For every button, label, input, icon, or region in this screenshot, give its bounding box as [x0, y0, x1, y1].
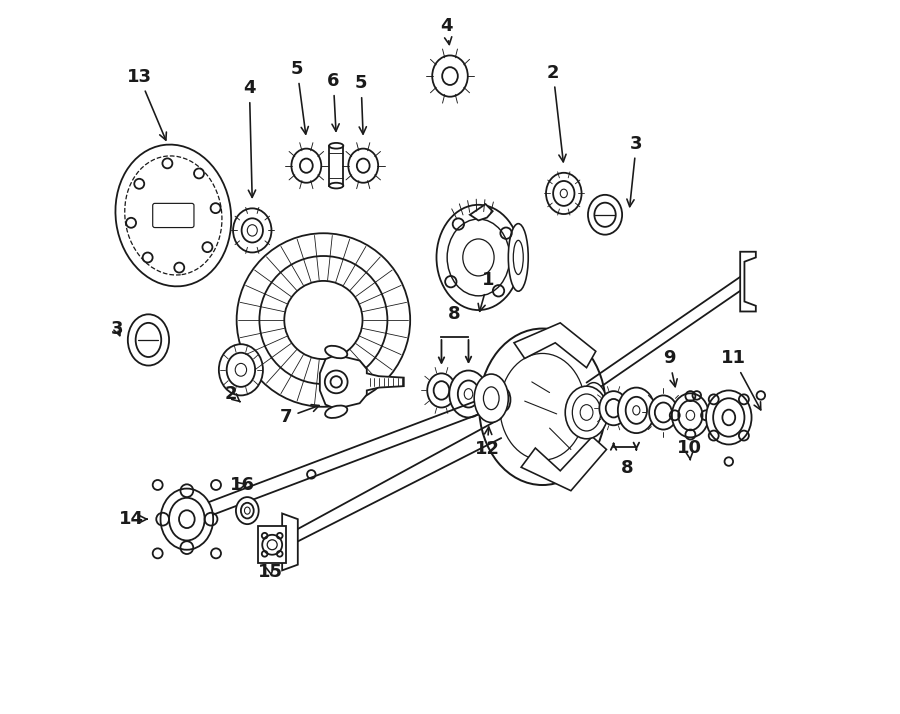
Polygon shape: [740, 252, 756, 311]
Ellipse shape: [508, 223, 528, 291]
Text: 3: 3: [627, 135, 643, 206]
Ellipse shape: [580, 383, 608, 431]
Text: 13: 13: [127, 68, 166, 140]
Text: 14: 14: [119, 511, 147, 528]
Ellipse shape: [599, 391, 628, 426]
Text: 5: 5: [291, 60, 309, 134]
Ellipse shape: [498, 388, 510, 411]
Text: 10: 10: [677, 439, 701, 460]
Ellipse shape: [486, 387, 497, 412]
Ellipse shape: [329, 183, 343, 188]
Ellipse shape: [348, 149, 378, 183]
Ellipse shape: [672, 393, 709, 438]
Ellipse shape: [449, 371, 488, 418]
Text: 1: 1: [478, 271, 495, 311]
Polygon shape: [470, 204, 492, 221]
Text: 4: 4: [440, 17, 453, 44]
Polygon shape: [258, 526, 286, 563]
Text: 15: 15: [258, 563, 284, 580]
Polygon shape: [187, 493, 201, 533]
Polygon shape: [521, 437, 607, 491]
Ellipse shape: [236, 497, 258, 524]
Text: 9: 9: [662, 349, 677, 387]
Polygon shape: [283, 513, 298, 570]
Ellipse shape: [617, 388, 655, 433]
Circle shape: [237, 233, 410, 407]
Ellipse shape: [233, 208, 272, 253]
Circle shape: [284, 281, 363, 359]
Text: 11: 11: [721, 349, 760, 410]
Ellipse shape: [128, 314, 169, 366]
Ellipse shape: [649, 396, 678, 430]
Text: 2: 2: [225, 385, 240, 403]
Ellipse shape: [436, 205, 520, 310]
Ellipse shape: [479, 328, 606, 485]
Text: 7: 7: [280, 405, 319, 426]
Ellipse shape: [432, 56, 468, 96]
Text: 12: 12: [474, 427, 500, 458]
Text: 4: 4: [243, 79, 256, 197]
Ellipse shape: [325, 346, 347, 358]
Ellipse shape: [474, 374, 508, 423]
Text: 8: 8: [621, 459, 634, 478]
Text: 5: 5: [355, 74, 367, 134]
Text: 8: 8: [448, 305, 461, 323]
Polygon shape: [329, 146, 343, 186]
Polygon shape: [514, 323, 596, 368]
Ellipse shape: [546, 173, 581, 214]
Text: 16: 16: [230, 476, 255, 494]
Text: 6: 6: [327, 72, 339, 131]
Ellipse shape: [588, 195, 622, 235]
Ellipse shape: [219, 344, 263, 396]
Ellipse shape: [329, 143, 343, 149]
Polygon shape: [320, 355, 404, 409]
Ellipse shape: [706, 391, 752, 445]
Ellipse shape: [325, 406, 347, 418]
Ellipse shape: [428, 373, 455, 408]
Ellipse shape: [292, 149, 321, 183]
Ellipse shape: [115, 144, 231, 286]
Text: 3: 3: [111, 320, 123, 338]
Ellipse shape: [565, 386, 608, 439]
Text: 2: 2: [547, 64, 566, 162]
Ellipse shape: [160, 488, 213, 550]
